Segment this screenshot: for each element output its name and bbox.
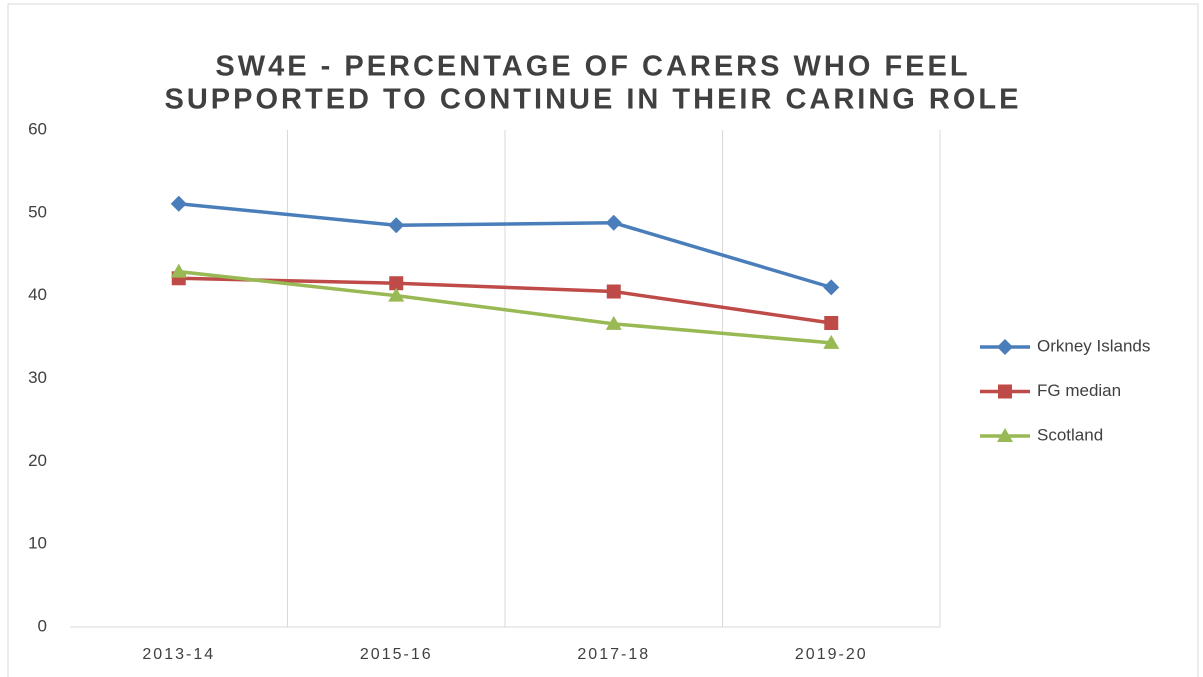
y-tick-label: 60	[28, 119, 47, 138]
chart-title: SUPPORTED TO CONTINUE IN THEIR CARING RO…	[165, 84, 1022, 116]
x-tick-label: 2013-14	[142, 646, 215, 663]
y-tick-label: 30	[28, 368, 47, 387]
x-tick-label: 2017-18	[577, 646, 650, 663]
y-tick-label: 0	[38, 616, 47, 635]
data-point	[389, 276, 404, 291]
chart-frame	[7, 3, 1199, 677]
y-tick-label: 40	[28, 285, 47, 304]
series-line	[178, 201, 832, 290]
data-point	[824, 316, 839, 331]
data-point	[388, 217, 405, 234]
data-point	[605, 214, 622, 231]
legend-label: FG median	[1037, 381, 1121, 400]
data-point	[170, 263, 187, 278]
data-point	[823, 279, 840, 296]
y-tick-label: 10	[28, 534, 47, 553]
legend-marker	[997, 428, 1013, 442]
x-tick-label: 2015-16	[360, 646, 433, 663]
y-tick-label: 20	[28, 451, 47, 470]
y-tick-label: 50	[28, 202, 47, 221]
legend-marker	[997, 339, 1013, 355]
legend-label: Scotland	[1037, 425, 1103, 444]
legend-marker	[998, 384, 1012, 399]
series-line	[178, 276, 832, 325]
x-tick-label: 2019-20	[795, 646, 868, 663]
chart-title: SW4E - PERCENTAGE OF CARERS WHO FEEL	[215, 51, 970, 83]
data-point	[606, 284, 621, 299]
data-point	[170, 195, 187, 212]
series-line	[178, 269, 832, 345]
data-point	[388, 287, 405, 302]
legend-label: Orkney Islands	[1037, 336, 1150, 355]
data-point	[605, 315, 622, 330]
data-point	[823, 334, 840, 349]
